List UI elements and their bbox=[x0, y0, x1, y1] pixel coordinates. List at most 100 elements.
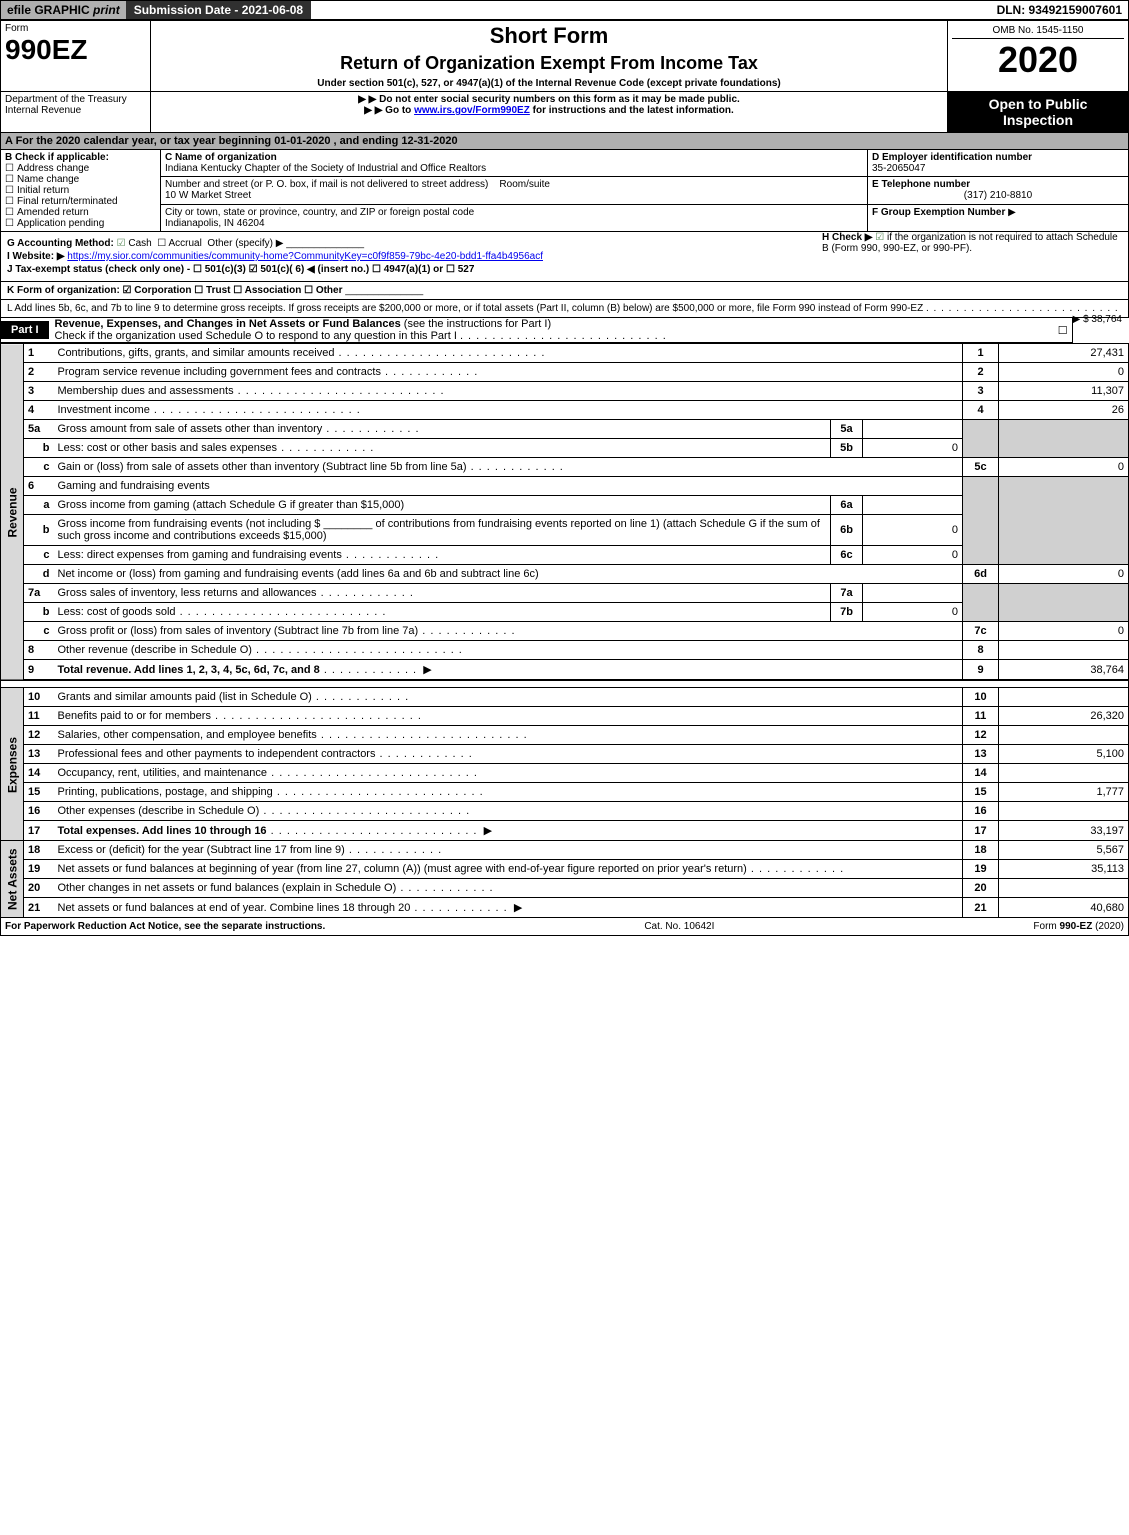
chk-application-pending[interactable]: Application pending bbox=[5, 218, 156, 229]
ln: 21 bbox=[24, 898, 54, 918]
line-j: J Tax-exempt status (check only one) - ☐… bbox=[7, 264, 1122, 275]
row-3: 3 Membership dues and assessments 3 11,3… bbox=[1, 382, 1129, 401]
desc-text: Salaries, other compensation, and employ… bbox=[58, 729, 317, 741]
desc-text: Less: cost or other basis and sales expe… bbox=[58, 442, 278, 454]
desc: Benefits paid to or for members bbox=[54, 707, 963, 726]
desc: Gross amount from sale of assets other t… bbox=[54, 420, 831, 439]
numcol: 7c bbox=[963, 622, 999, 641]
desc-text: Less: direct expenses from gaming and fu… bbox=[58, 549, 342, 561]
desc-text: Professional fees and other payments to … bbox=[58, 748, 376, 760]
row-6a: a Gross income from gaming (attach Sched… bbox=[1, 496, 1129, 515]
row-18: Net Assets 18 Excess or (deficit) for th… bbox=[1, 841, 1129, 860]
form-number: 990EZ bbox=[5, 34, 146, 66]
section-b-through-f: B Check if applicable: Address change Na… bbox=[0, 150, 1129, 232]
numcol-grey bbox=[963, 584, 999, 603]
desc: Gain or (loss) from sale of assets other… bbox=[54, 458, 963, 477]
desc-text: Other expenses (describe in Schedule O) bbox=[58, 805, 260, 817]
form-subheader: Department of the Treasury Internal Reve… bbox=[0, 92, 1129, 133]
mini: 6a bbox=[831, 496, 863, 515]
desc-text: Grants and similar amounts paid (list in… bbox=[58, 691, 312, 703]
part-1-checkbox[interactable]: ☐ bbox=[667, 324, 1072, 337]
minival: 0 bbox=[863, 546, 963, 565]
part-1-desc: (see the instructions for Part I) bbox=[404, 318, 551, 330]
dots bbox=[926, 303, 1119, 314]
row-12: 12 Salaries, other compensation, and emp… bbox=[1, 726, 1129, 745]
numcol: 14 bbox=[963, 764, 999, 783]
efile-text: efile GRAPHIC bbox=[7, 3, 90, 17]
chk-amended-return[interactable]: Amended return bbox=[5, 207, 156, 218]
line-i-label: I Website: ▶ bbox=[7, 251, 65, 262]
ln: b bbox=[24, 515, 54, 546]
numcol: 9 bbox=[963, 660, 999, 681]
ln: 13 bbox=[24, 745, 54, 764]
row-13: 13 Professional fees and other payments … bbox=[1, 745, 1129, 764]
numcol: 16 bbox=[963, 802, 999, 821]
title-return: Return of Organization Exempt From Incom… bbox=[155, 53, 943, 74]
row-7c: c Gross profit or (loss) from sales of i… bbox=[1, 622, 1129, 641]
box-c-label: C Name of organization bbox=[165, 152, 277, 163]
amt: 5,567 bbox=[999, 841, 1129, 860]
amt: 38,764 bbox=[999, 660, 1129, 681]
row-14: 14 Occupancy, rent, utilities, and maint… bbox=[1, 764, 1129, 783]
row-5a: 5a Gross amount from sale of assets othe… bbox=[1, 420, 1129, 439]
part-1-tag: Part I bbox=[1, 321, 49, 339]
goto-post: for instructions and the latest informat… bbox=[533, 105, 734, 116]
sidelabel-expenses: Expenses bbox=[1, 688, 24, 841]
room-label: Room/suite bbox=[499, 179, 550, 190]
desc-text: Other changes in net assets or fund bala… bbox=[58, 882, 397, 894]
desc: Gross income from gaming (attach Schedul… bbox=[54, 496, 831, 515]
ln: 18 bbox=[24, 841, 54, 860]
ln: 2 bbox=[24, 363, 54, 382]
desc-text: Gross profit or (loss) from sales of inv… bbox=[58, 625, 419, 637]
chk-name-change[interactable]: Name change bbox=[5, 174, 156, 185]
desc-text: Printing, publications, postage, and shi… bbox=[58, 786, 273, 798]
dept-treasury: Department of the Treasury Internal Reve… bbox=[1, 92, 151, 132]
amt: 26 bbox=[999, 401, 1129, 420]
row-7a: 7a Gross sales of inventory, less return… bbox=[1, 584, 1129, 603]
desc: Other revenue (describe in Schedule O) bbox=[54, 641, 963, 660]
minival bbox=[863, 496, 963, 515]
desc: Program service revenue including govern… bbox=[54, 363, 963, 382]
tax-year: 2020 bbox=[952, 39, 1124, 81]
irs-link[interactable]: www.irs.gov/Form990EZ bbox=[414, 105, 530, 116]
top-bar: efile GRAPHIC print Submission Date - 20… bbox=[0, 0, 1129, 20]
box-e-label: E Telephone number bbox=[872, 179, 970, 190]
row-7b: b Less: cost of goods sold 7b 0 bbox=[1, 603, 1129, 622]
chk-address-change[interactable]: Address change bbox=[5, 163, 156, 174]
dln-number: DLN: 93492159007601 bbox=[991, 1, 1128, 19]
ln: 9 bbox=[24, 660, 54, 681]
amt: 0 bbox=[999, 363, 1129, 382]
numcol-grey bbox=[963, 603, 999, 622]
row-17: 17 Total expenses. Add lines 10 through … bbox=[1, 821, 1129, 841]
sidelabel-revenue: Revenue bbox=[1, 344, 24, 681]
desc: Net income or (loss) from gaming and fun… bbox=[54, 565, 963, 584]
numcol: 3 bbox=[963, 382, 999, 401]
box-f-label: F Group Exemption Number bbox=[872, 207, 1005, 218]
chk-initial-return[interactable]: Initial return bbox=[5, 185, 156, 196]
print-link[interactable]: print bbox=[93, 3, 120, 17]
mini: 6c bbox=[831, 546, 863, 565]
title-short-form: Short Form bbox=[155, 23, 943, 49]
mini: 7a bbox=[831, 584, 863, 603]
numcol: 10 bbox=[963, 688, 999, 707]
line-k: K Form of organization: ☑ Corporation ☐ … bbox=[0, 282, 1129, 300]
desc-text: Other revenue (describe in Schedule O) bbox=[58, 644, 252, 656]
desc: Net assets or fund balances at end of ye… bbox=[54, 898, 963, 918]
ln: b bbox=[24, 439, 54, 458]
chk-final-return[interactable]: Final return/terminated bbox=[5, 196, 156, 207]
chk-accrual[interactable] bbox=[157, 238, 166, 249]
chk-cash[interactable] bbox=[117, 238, 126, 249]
website-link[interactable]: https://my.sior.com/communities/communit… bbox=[67, 251, 543, 262]
numcol: 4 bbox=[963, 401, 999, 420]
spacer-row bbox=[1, 680, 1129, 688]
page-footer: For Paperwork Reduction Act Notice, see … bbox=[0, 918, 1129, 936]
amt-grey bbox=[999, 477, 1129, 496]
ein-value: 35-2065047 bbox=[872, 163, 925, 174]
amt: 33,197 bbox=[999, 821, 1129, 841]
spacer bbox=[311, 1, 990, 19]
ln: 14 bbox=[24, 764, 54, 783]
sidelabel-net-assets: Net Assets bbox=[1, 841, 24, 918]
desc: Gross income from fundraising events (no… bbox=[54, 515, 831, 546]
chk-h[interactable] bbox=[875, 232, 884, 243]
numcol: 12 bbox=[963, 726, 999, 745]
